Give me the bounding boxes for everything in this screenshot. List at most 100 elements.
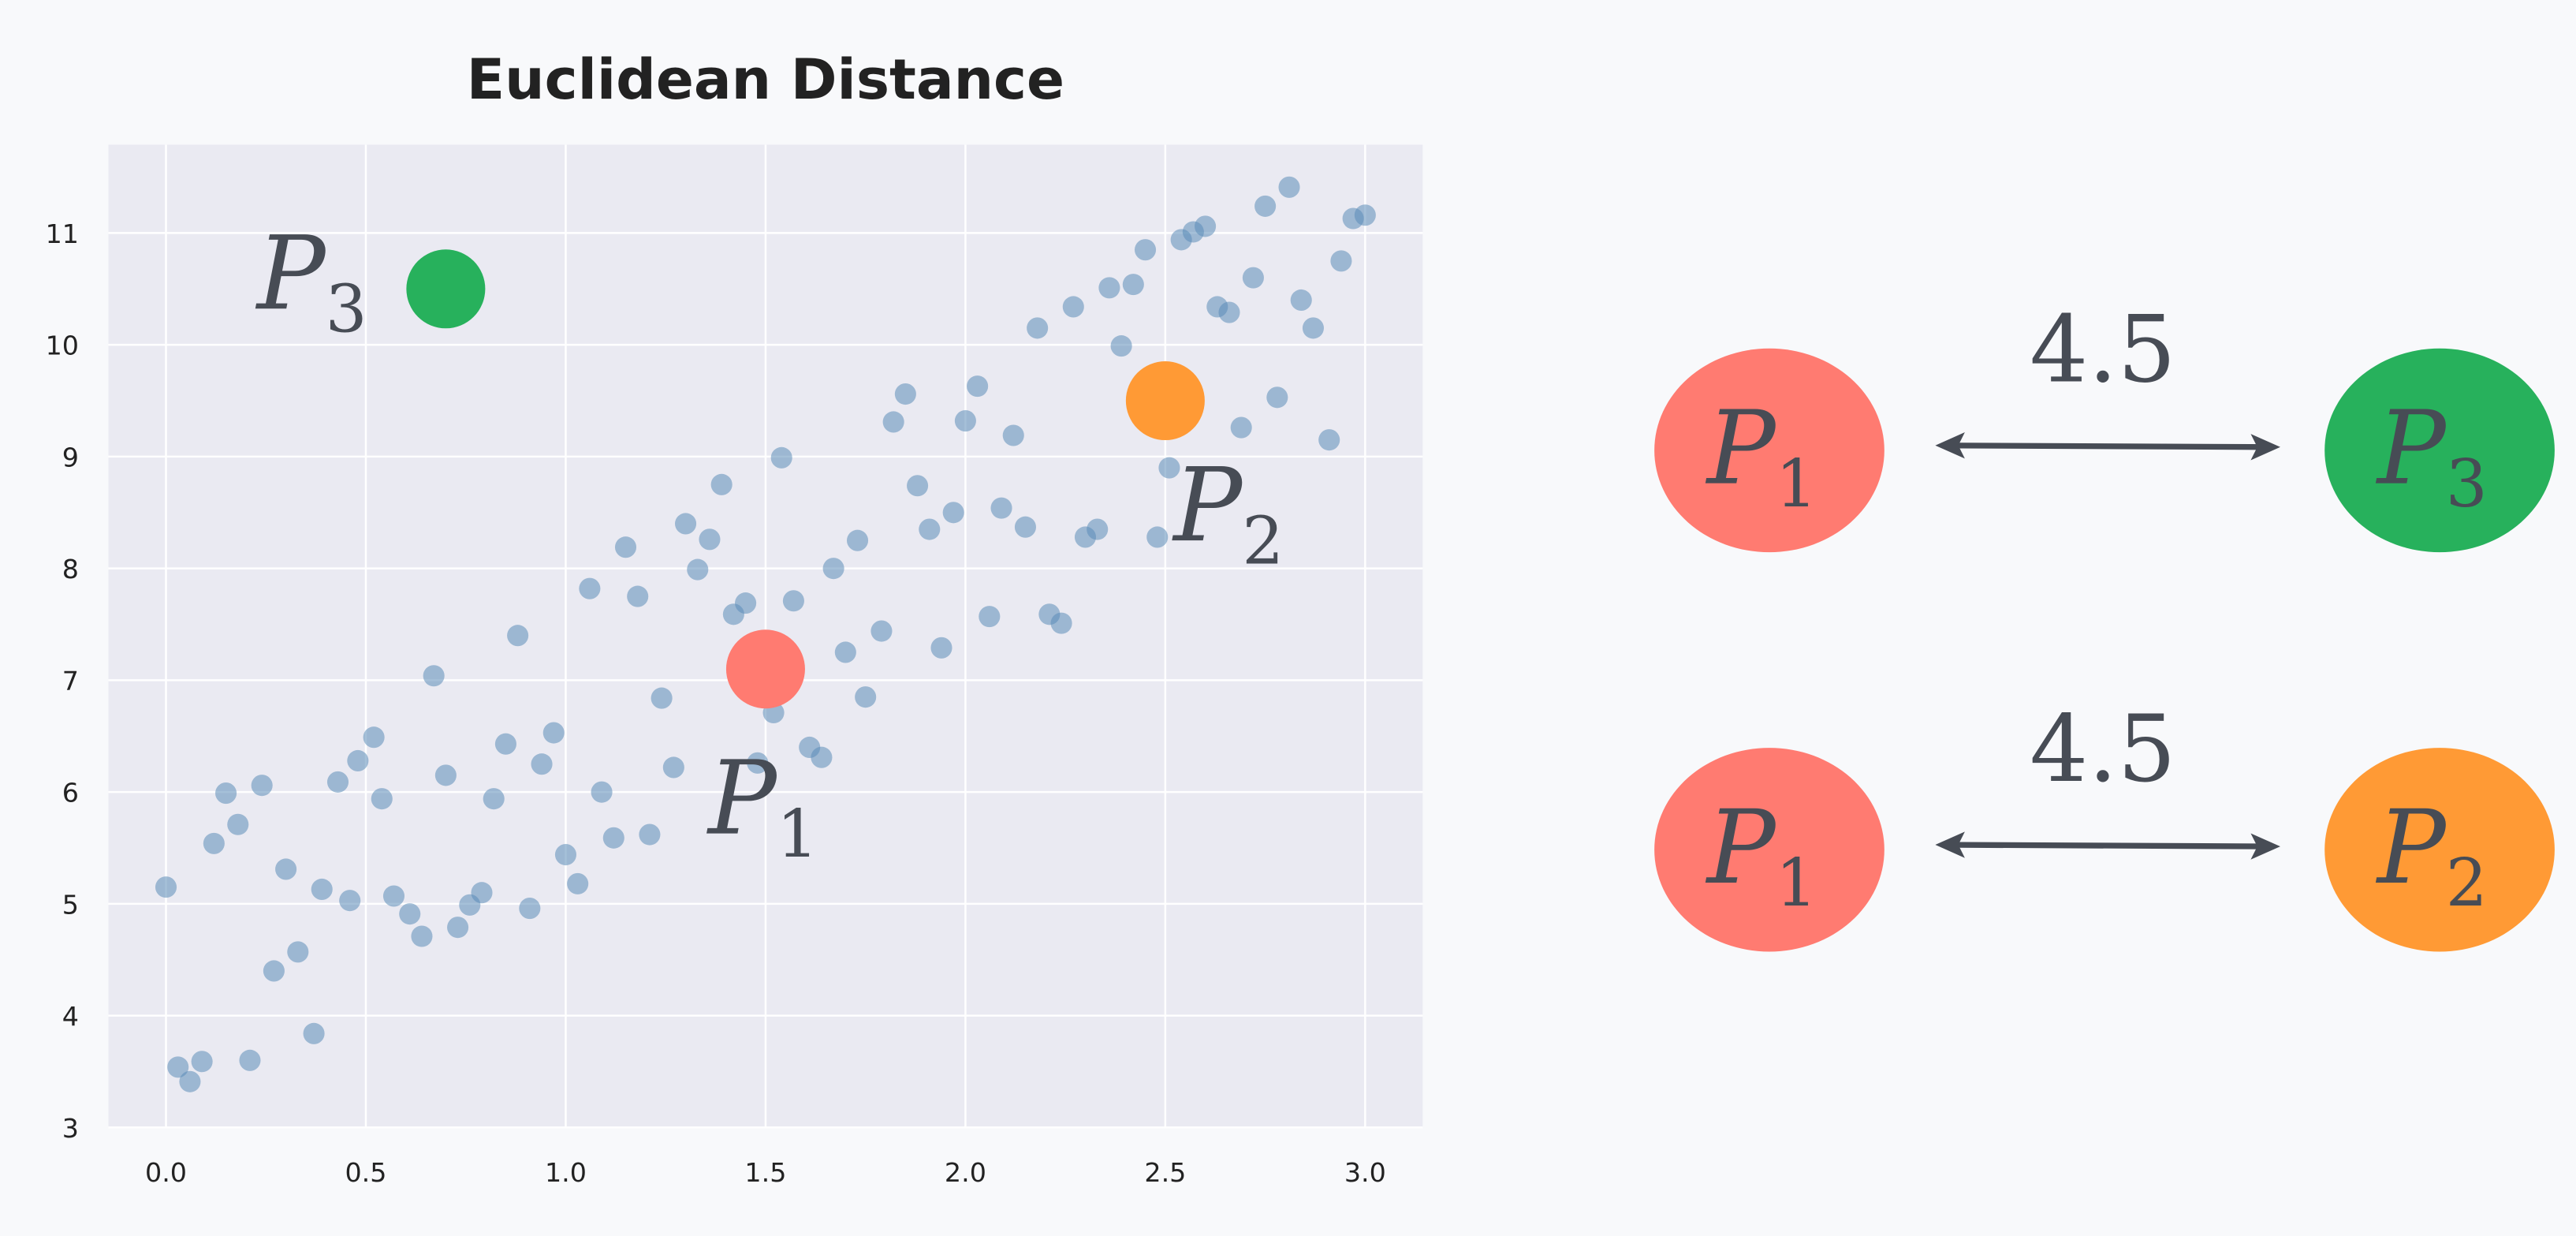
node-label-p2: P2 bbox=[2376, 789, 2488, 921]
data-point bbox=[770, 446, 792, 469]
data-point bbox=[1146, 526, 1169, 548]
data-point bbox=[471, 882, 493, 904]
data-point bbox=[954, 410, 976, 432]
y-tick-label: 9 bbox=[62, 442, 79, 472]
highlighted-point-p2 bbox=[1125, 361, 1205, 441]
data-point bbox=[554, 843, 577, 866]
y-tick-label: 10 bbox=[46, 330, 79, 361]
data-point bbox=[639, 823, 661, 846]
data-point bbox=[167, 1056, 189, 1078]
node-label-p1: P1 bbox=[1706, 390, 1817, 522]
data-point bbox=[990, 497, 1012, 519]
data-point bbox=[894, 383, 916, 405]
data-point bbox=[919, 518, 941, 540]
data-point bbox=[1158, 457, 1180, 479]
data-point bbox=[579, 577, 601, 599]
node-p1 bbox=[1654, 748, 1884, 952]
data-point bbox=[1318, 429, 1340, 451]
data-point bbox=[1218, 301, 1240, 323]
data-point bbox=[1062, 296, 1084, 318]
data-point bbox=[1050, 612, 1072, 634]
data-point bbox=[1254, 195, 1277, 217]
data-point bbox=[602, 827, 624, 849]
highlighted-point-p3 bbox=[406, 249, 486, 329]
highlighted-points: P3 P2 P1 bbox=[255, 215, 1284, 872]
data-point bbox=[907, 475, 929, 497]
data-point bbox=[1195, 215, 1217, 237]
data-point bbox=[483, 788, 505, 810]
data-point bbox=[651, 687, 673, 709]
data-point bbox=[447, 917, 469, 939]
data-point bbox=[1134, 239, 1157, 261]
data-point bbox=[519, 898, 541, 920]
data-point bbox=[371, 788, 393, 810]
data-point bbox=[411, 925, 433, 947]
data-point bbox=[203, 832, 225, 854]
y-tick-label: 6 bbox=[62, 778, 79, 808]
data-point bbox=[967, 375, 989, 398]
data-point bbox=[687, 558, 709, 581]
data-point bbox=[287, 941, 309, 963]
data-point bbox=[311, 878, 333, 901]
data-point bbox=[834, 641, 856, 663]
data-point bbox=[1002, 424, 1024, 446]
data-point bbox=[735, 592, 757, 614]
data-point bbox=[227, 813, 249, 835]
data-point bbox=[614, 536, 637, 558]
data-point bbox=[1354, 204, 1376, 226]
data-point bbox=[215, 782, 237, 805]
node-p3 bbox=[2324, 348, 2555, 553]
x-tick-label: 0.5 bbox=[345, 1157, 386, 1188]
data-point bbox=[363, 726, 385, 749]
data-point bbox=[531, 753, 553, 775]
data-point bbox=[1014, 516, 1036, 538]
data-point bbox=[710, 473, 733, 495]
double-arrow bbox=[1941, 842, 2274, 850]
x-tick-label: 1.5 bbox=[744, 1157, 786, 1188]
distance-diagram: P1 P3 4.5 P1 P2 4.5 bbox=[1654, 296, 2555, 952]
data-point bbox=[1027, 317, 1049, 339]
data-point bbox=[846, 529, 869, 551]
data-point bbox=[1242, 267, 1264, 289]
tick-labels: 0.0 0.5 1.0 1.5 2.0 2.5 3.0 3 4 5 6 7 8 9 10 11 bbox=[46, 218, 1386, 1188]
data-point bbox=[882, 411, 904, 433]
data-point bbox=[1266, 386, 1288, 409]
data-point bbox=[675, 513, 697, 535]
data-point bbox=[1230, 416, 1252, 439]
data-point bbox=[1098, 277, 1120, 299]
data-point bbox=[855, 686, 877, 708]
x-tick-label: 2.5 bbox=[1144, 1157, 1186, 1188]
data-point bbox=[567, 872, 589, 894]
grid bbox=[108, 144, 1423, 1129]
data-point bbox=[1110, 335, 1132, 357]
arrow-head-left bbox=[1935, 432, 1965, 459]
data-point bbox=[699, 528, 721, 551]
data-point bbox=[494, 733, 516, 755]
y-tick-label: 3 bbox=[62, 1113, 79, 1144]
data-point bbox=[1330, 250, 1352, 272]
data-point bbox=[303, 1022, 325, 1044]
data-point bbox=[1087, 518, 1109, 540]
x-tick-label: 2.0 bbox=[945, 1157, 986, 1188]
node-label-p1: P1 bbox=[1706, 789, 1817, 921]
data-point bbox=[979, 606, 1001, 628]
y-tick-label: 8 bbox=[62, 554, 79, 584]
data-point bbox=[662, 756, 684, 779]
data-point bbox=[747, 752, 769, 774]
arrow-head-left bbox=[1935, 831, 1965, 858]
data-point bbox=[423, 665, 445, 687]
highlighted-point-p1 bbox=[725, 629, 805, 709]
data-point bbox=[275, 858, 297, 880]
data-point bbox=[942, 502, 964, 524]
data-point bbox=[542, 722, 565, 744]
double-arrow bbox=[1941, 442, 2274, 450]
data-point bbox=[434, 764, 457, 786]
y-tick-label: 4 bbox=[62, 1001, 79, 1032]
data-point bbox=[1122, 274, 1144, 296]
y-tick-label: 5 bbox=[62, 889, 79, 920]
x-tick-label: 3.0 bbox=[1344, 1157, 1386, 1188]
distance-label: 4.5 bbox=[2030, 296, 2176, 403]
data-point bbox=[1278, 176, 1300, 198]
distance-label: 4.5 bbox=[2030, 696, 2176, 803]
data-point bbox=[382, 885, 405, 907]
